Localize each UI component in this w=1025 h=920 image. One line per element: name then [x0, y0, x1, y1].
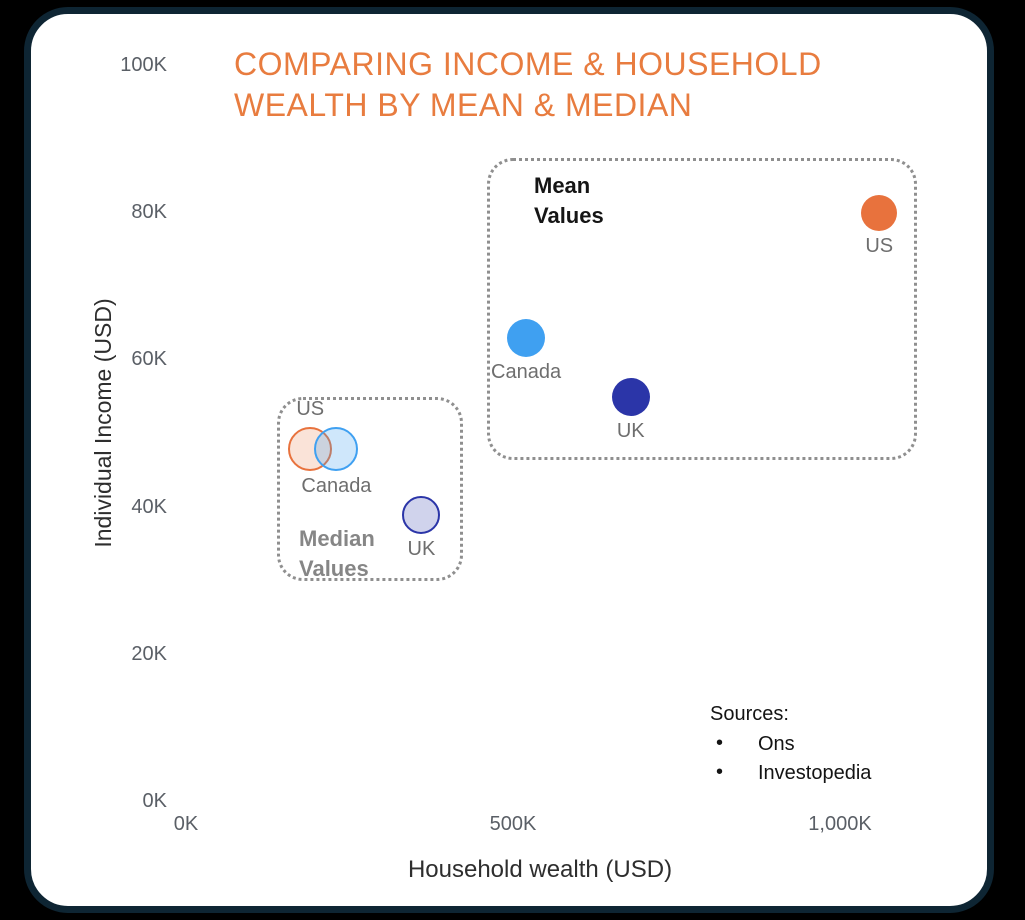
point-label-mean-us: US: [865, 235, 894, 257]
point-label-mean-uk: UK: [616, 420, 645, 443]
point-label-median-canada: Canada: [301, 474, 372, 497]
y-tick-40K: 40K: [131, 495, 167, 518]
y-tick-0K: 0K: [142, 790, 167, 812]
point-label-median-us: US: [296, 397, 325, 420]
mean-values-label: Mean Values: [534, 173, 604, 228]
y-tick-20K: 20K: [131, 642, 167, 665]
x-axis-title: Household wealth (USD): [407, 856, 673, 883]
chart-title: COMPARING INCOME & HOUSEHOLD WEALTH BY M…: [234, 44, 834, 126]
source-item-investopedia: Investopedia: [710, 761, 871, 785]
x-tick-1,000K: 1,000K: [808, 813, 872, 835]
chart-title-line-2: WEALTH BY MEAN & MEDIAN: [234, 87, 693, 123]
point-mean-canada[interactable]: [507, 319, 546, 358]
median-values-group-box: Median Values: [277, 397, 463, 581]
point-mean-us[interactable]: [861, 195, 898, 231]
y-axis-title: Individual Income (USD): [90, 298, 116, 548]
chart-title-line-1: COMPARING INCOME & HOUSEHOLD: [234, 46, 822, 82]
mean-values-group-box: Mean Values: [487, 158, 917, 460]
point-label-median-uk: UK: [407, 537, 436, 560]
y-tick-60K: 60K: [131, 348, 167, 371]
source-item-ons: Ons: [710, 732, 871, 756]
point-mean-uk[interactable]: [611, 378, 650, 417]
y-tick-100K: 100K: [120, 53, 167, 76]
point-median-uk[interactable]: [402, 495, 441, 534]
y-tick-80K: 80K: [131, 201, 167, 223]
x-tick-500K: 500K: [489, 813, 537, 835]
point-median-canada[interactable]: [314, 426, 359, 471]
sources-note: Sources: Ons Investopedia: [710, 703, 871, 791]
x-tick-0K: 0K: [173, 813, 199, 835]
sources-list: Ons Investopedia: [710, 732, 871, 785]
sources-heading: Sources:: [710, 703, 789, 725]
point-label-mean-canada: Canada: [491, 361, 562, 384]
median-values-label: Median Values: [299, 526, 375, 581]
